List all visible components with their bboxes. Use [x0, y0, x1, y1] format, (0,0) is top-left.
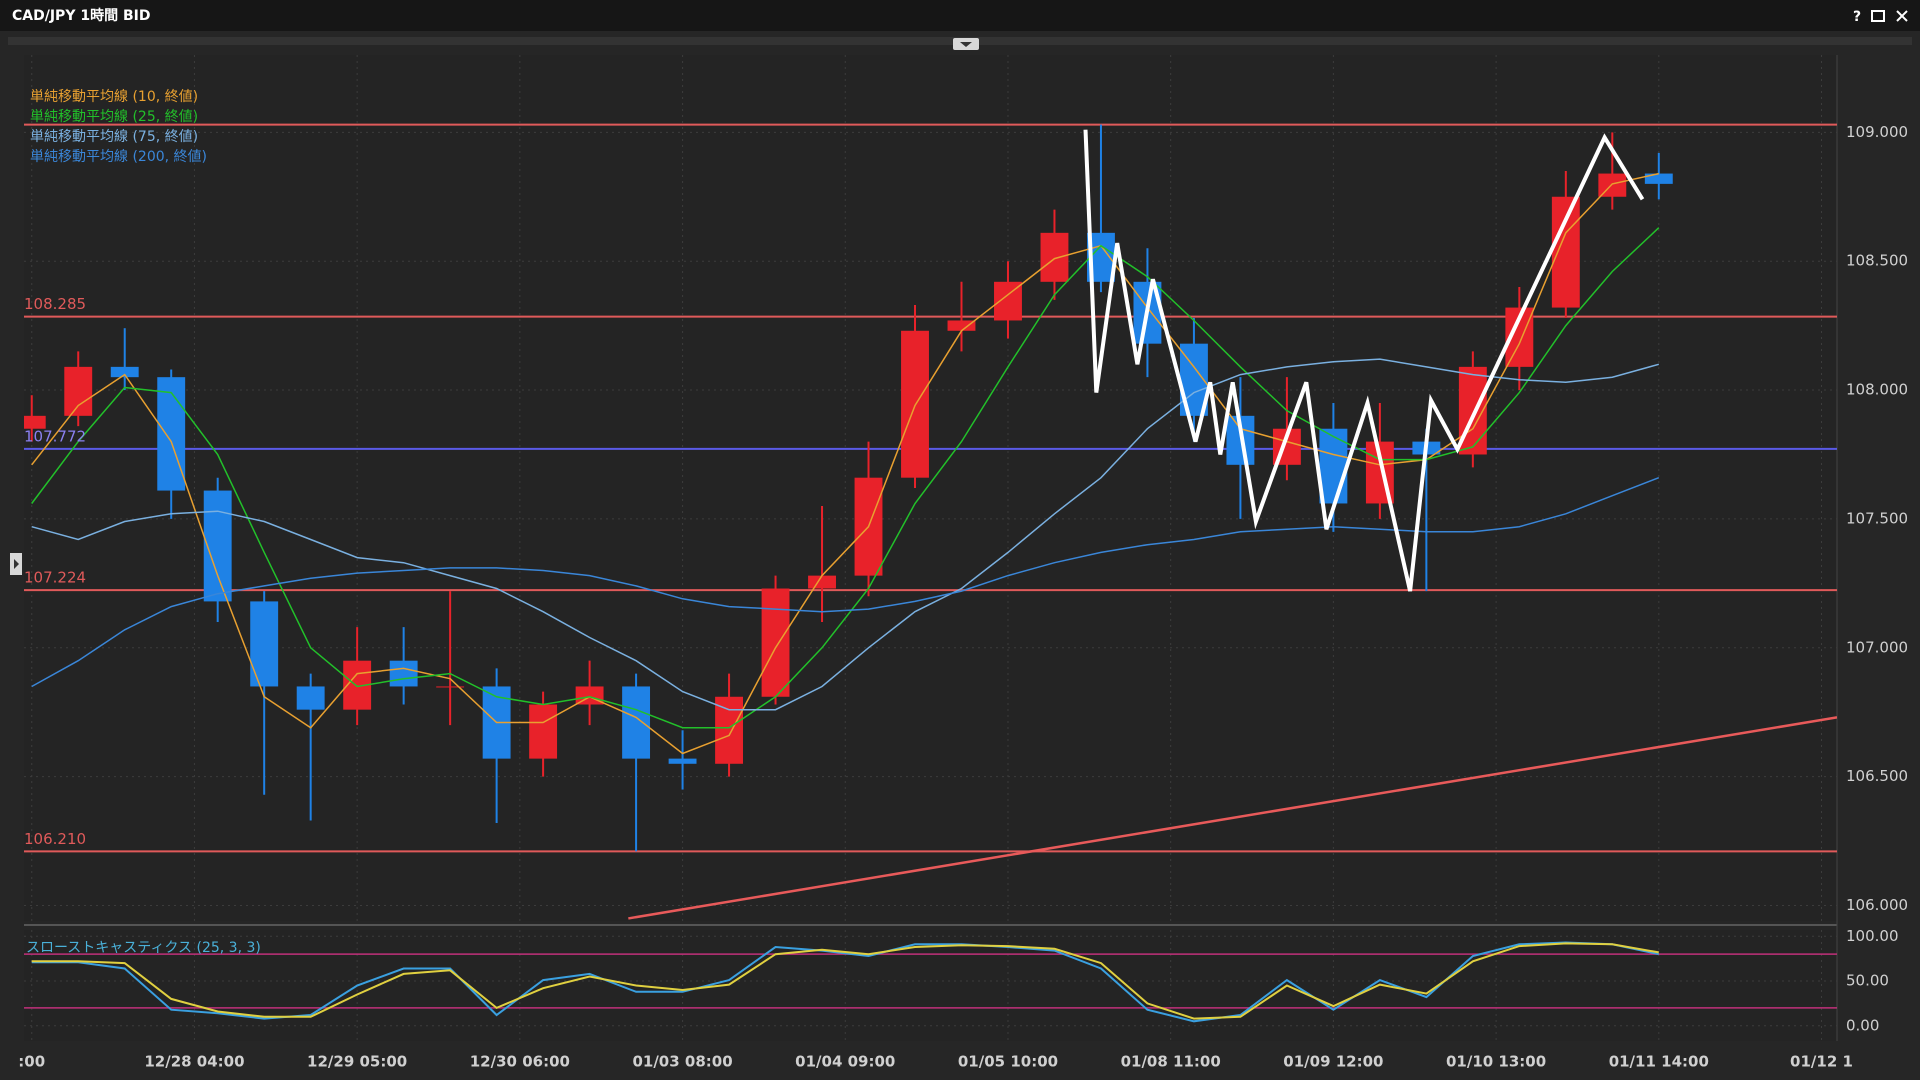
moving-average-line [31, 172, 1659, 755]
grid [24, 55, 1837, 1041]
x-tick-label: 12/28 04:00 [144, 1053, 244, 1071]
trend-line [628, 716, 1837, 920]
horizontal-line-label: 107.772 [24, 427, 86, 445]
candle-body [64, 366, 93, 416]
candle-body [24, 415, 46, 429]
y-tick-label: 50.00 [1846, 972, 1889, 990]
maximize-button[interactable] [1871, 10, 1885, 22]
candle-body [668, 758, 697, 764]
stochastic-line [31, 942, 1659, 1020]
help-button[interactable]: ? [1853, 9, 1861, 25]
legend-entry: 単純移動平均線 (25, 終値) [30, 109, 198, 125]
close-button[interactable] [1896, 10, 1908, 22]
labels: 106.000 106.500 107.000 107.500 108.000 108.5… [18, 89, 1908, 1071]
candle-body [389, 660, 418, 687]
candle-body [250, 601, 279, 687]
x-tick-label: 12/30 06:00 [470, 1053, 570, 1071]
moving-average-line [31, 477, 1660, 688]
stochastic-line [31, 941, 1660, 1023]
candle-body [436, 686, 465, 688]
legend-entry: 単純移動平均線 (200, 終値) [30, 149, 207, 165]
x-tick-label: 01/11 14:00 [1609, 1053, 1709, 1071]
dropdown-arrow [960, 42, 972, 47]
candle-body [808, 575, 836, 589]
x-tick-label: 01/10 13:00 [1446, 1053, 1546, 1071]
candle-body [203, 490, 232, 602]
moving-average-line [31, 358, 1660, 711]
y-tick-label: 0.00 [1846, 1016, 1879, 1034]
candle-body [761, 588, 790, 697]
x-tick-label: 01/05 10:00 [958, 1053, 1058, 1071]
x-tick-label: 12/29 05:00 [307, 1053, 407, 1071]
horizontal-line-label: 108.285 [24, 295, 86, 313]
candle-body [110, 366, 139, 378]
main-series [24, 123, 1837, 920]
candle-body [1644, 173, 1673, 184]
x-tick-label: 01/04 09:00 [795, 1053, 895, 1071]
x-tick-label: 01/12 1 [1790, 1053, 1853, 1071]
legend-entry: 単純移動平均線 (10, 終値) [30, 89, 198, 105]
y-tick-label: 100.00 [1846, 927, 1899, 945]
stochastic-series [24, 941, 1837, 1023]
y-tick-label: 108.500 [1846, 252, 1908, 270]
y-tick-label: 107.000 [1846, 638, 1908, 656]
x-tick-label: 01/09 12:00 [1283, 1053, 1383, 1071]
candle-body [1319, 428, 1348, 504]
x-tick-label: 01/08 11:00 [1121, 1053, 1221, 1071]
stochastic-plot [24, 930, 1837, 1041]
candle-body [1551, 196, 1580, 308]
y-tick-label: 109.000 [1846, 123, 1908, 141]
side-arrow [14, 559, 19, 569]
y-tick-label: 108.000 [1846, 381, 1908, 399]
candle-body [296, 686, 325, 710]
title-bar [0, 0, 1920, 31]
candle-body [622, 686, 651, 759]
window-title: CAD/JPY 1時間 BID [12, 7, 150, 24]
legend-entry: 単純移動平均線 (75, 終値) [30, 129, 198, 145]
candle-body [947, 320, 976, 331]
candle-body [529, 704, 558, 759]
x-tick-label: :00 [18, 1053, 45, 1071]
candle-body [1040, 232, 1069, 282]
y-tick-label: 106.500 [1846, 767, 1908, 785]
x-tick-label: 01/03 08:00 [632, 1053, 732, 1071]
indicator-title: スローストキャスティクス (25, 3, 3) [26, 940, 261, 956]
y-tick-label: 107.500 [1846, 509, 1908, 527]
horizontal-line-label: 107.224 [24, 569, 86, 587]
moving-average-line [31, 227, 1660, 729]
zigzag-line [1083, 129, 1645, 592]
candle-body [157, 377, 186, 491]
y-tick-label: 106.000 [1846, 896, 1908, 914]
candle-body [715, 696, 744, 764]
horizontal-line-label: 106.210 [24, 830, 86, 848]
